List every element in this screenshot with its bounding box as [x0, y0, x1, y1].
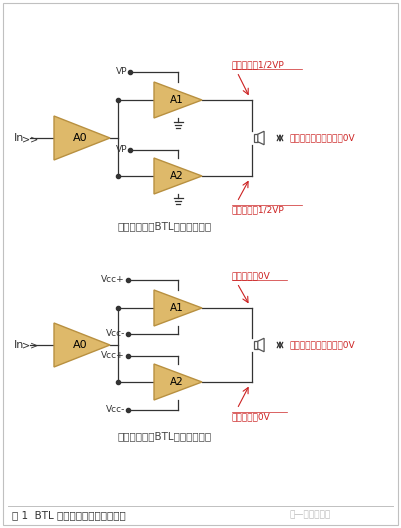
Text: 扬声器两端直流电压为0V: 扬声器两端直流电压为0V: [290, 341, 356, 350]
Text: 单电源供电的BTL功放电路简图: 单电源供电的BTL功放电路简图: [118, 221, 212, 231]
Polygon shape: [154, 82, 202, 118]
Polygon shape: [54, 116, 110, 160]
Text: >>: >>: [22, 134, 38, 144]
Polygon shape: [154, 158, 202, 194]
Text: A2: A2: [170, 171, 184, 181]
Text: 双电源供电的BTL功放电路简图: 双电源供电的BTL功放电路简图: [118, 431, 212, 441]
Text: Vcc+: Vcc+: [101, 276, 125, 285]
Text: VP: VP: [115, 68, 127, 77]
Text: A1: A1: [170, 95, 184, 105]
Text: A0: A0: [73, 340, 88, 350]
Text: 直流电压为0V: 直流电压为0V: [232, 412, 271, 421]
Text: 直流电压为1/2VP: 直流电压为1/2VP: [232, 60, 285, 69]
Polygon shape: [154, 364, 202, 400]
Text: Vcc-: Vcc-: [105, 406, 125, 414]
Text: >>: >>: [22, 341, 38, 351]
Polygon shape: [258, 338, 264, 352]
Text: 直流电压为0V: 直流电压为0V: [232, 271, 271, 280]
Text: 图 1  BTL 功放的两种基本电路结构: 图 1 BTL 功放的两种基本电路结构: [12, 510, 126, 520]
Bar: [254, 341, 258, 349]
Text: 直流电压为1/2VP: 直流电压为1/2VP: [232, 205, 285, 214]
Bar: [254, 134, 258, 142]
Text: VP: VP: [115, 146, 127, 155]
Polygon shape: [54, 323, 110, 367]
Text: Vcc-: Vcc-: [105, 329, 125, 338]
Text: 扬声器两端直流电压为0V: 扬声器两端直流电压为0V: [290, 134, 356, 143]
Polygon shape: [258, 131, 264, 145]
Polygon shape: [154, 290, 202, 326]
Text: A1: A1: [170, 303, 184, 313]
Text: A2: A2: [170, 377, 184, 387]
Text: 值—什么值得买: 值—什么值得买: [290, 511, 331, 520]
Text: Vcc+: Vcc+: [101, 352, 125, 361]
Text: A0: A0: [73, 133, 88, 143]
Text: In: In: [14, 133, 24, 143]
Text: In: In: [14, 340, 24, 350]
